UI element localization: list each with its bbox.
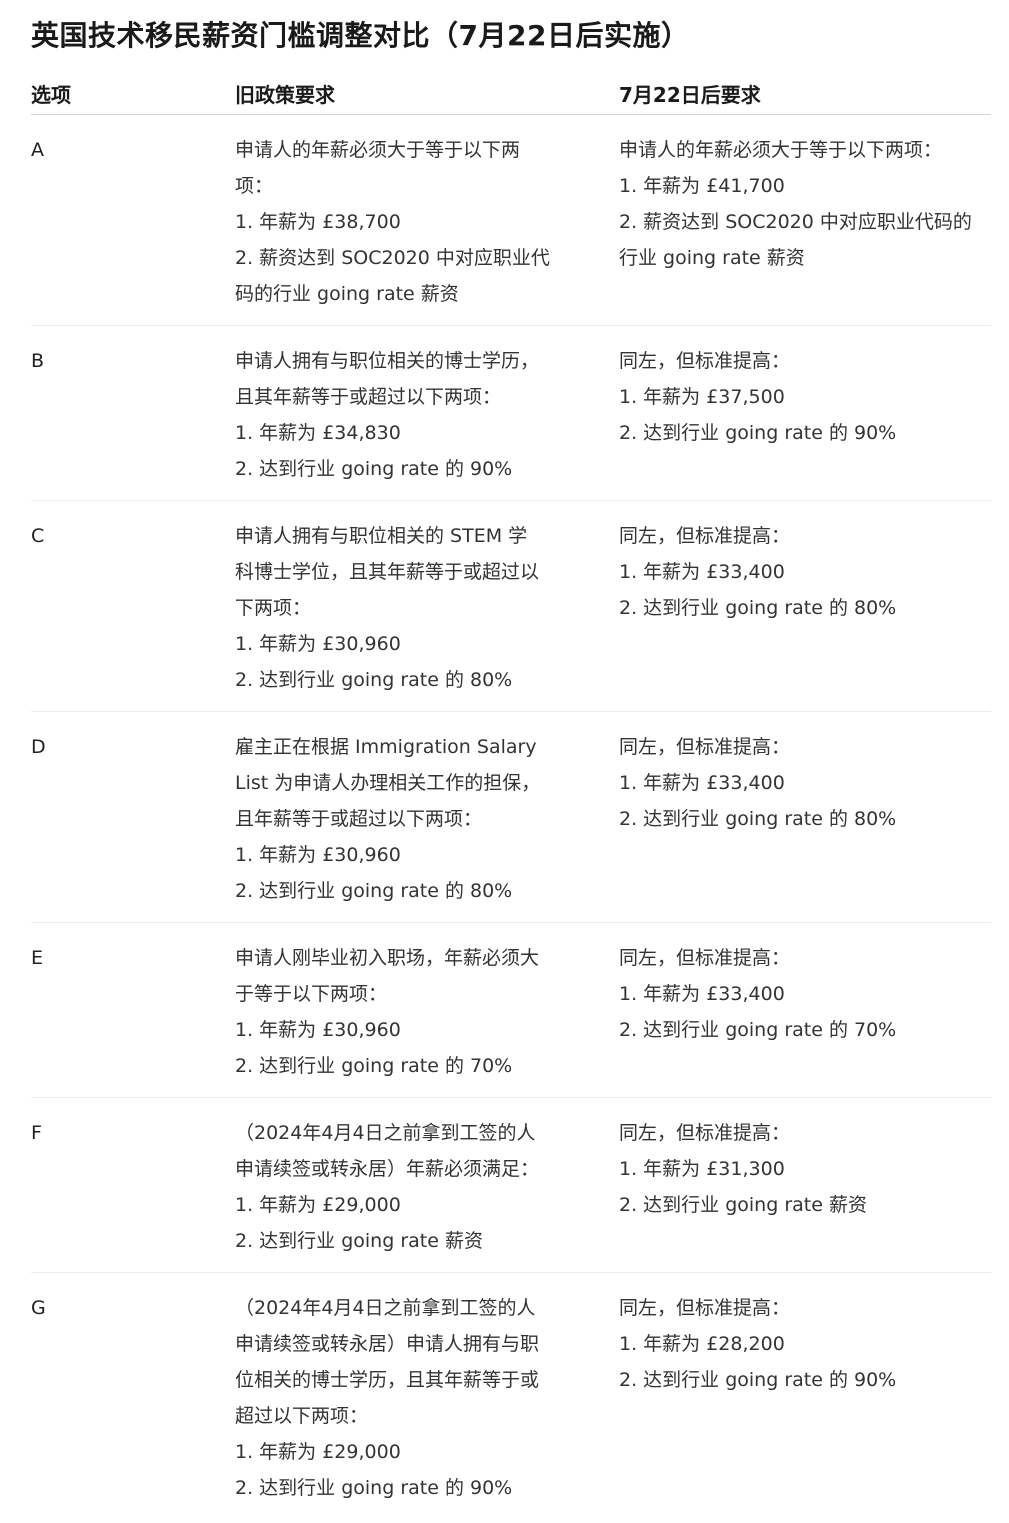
cell-text-line: 2. 薪资达到 SOC2020 中对应职业代码的 [619, 211, 972, 233]
cell-text-line: 2. 达到行业 going rate 的 80% [235, 880, 513, 902]
option-cell: F [31, 1097, 235, 1273]
cell-text-line: 同左，但标准提高： [619, 350, 791, 372]
old-policy-cell: 申请人的年薪必须大于等于以下两 项： 1. 年薪为 £38,700 2. 薪资达到 S… [235, 114, 619, 326]
header-option: 选项 [31, 76, 235, 115]
cell-text-line: 申请人拥有与职位相关的 STEM 学 [235, 525, 528, 547]
cell-text-line: 2. 达到行业 going rate 的 80% [235, 669, 513, 691]
cell-text-line: 2. 达到行业 going rate 的 90% [235, 458, 513, 480]
cell-text-line: 申请人的年薪必须大于等于以下两 [235, 139, 521, 161]
cell-text-line: 同左，但标准提高： [619, 525, 791, 547]
cell-text-line: 下两项： [235, 597, 312, 619]
cell-text-line: 申请续签或转永居）申请人拥有与职 [235, 1333, 540, 1355]
cell-text-line: 同左，但标准提高： [619, 947, 791, 969]
cell-text-line: List 为申请人办理相关工作的担保， [235, 772, 541, 794]
old-policy-cell: （2024年4月4日之前拿到工签的人 申请续签或转永居）申请人拥有与职 位相关的博士… [235, 1273, 619, 1520]
new-policy-cell: 同左，但标准提高： 1. 年薪为 £31,300 2. 达到行业 going rat… [619, 1097, 991, 1273]
cell-text-line: 1. 年薪为 £29,000 [235, 1441, 401, 1463]
cell-text-line: 位相关的博士学历，且其年薪等于或 [235, 1369, 540, 1391]
cell-text-line: （2024年4月4日之前拿到工签的人 [235, 1297, 536, 1319]
cell-text-line: 申请人的年薪必须大于等于以下两项： [619, 139, 943, 161]
cell-text-line: 1. 年薪为 £34,830 [235, 422, 401, 444]
new-policy-cell: 同左，但标准提高： 1. 年薪为 £28,200 2. 达到行业 going rat… [619, 1273, 991, 1520]
cell-text-line: 1. 年薪为 £33,400 [619, 983, 785, 1005]
cell-text-line: 1. 年薪为 £38,700 [235, 211, 401, 233]
new-policy-cell: 同左，但标准提高： 1. 年薪为 £33,400 2. 达到行业 going rat… [619, 922, 991, 1098]
header-new-policy: 7月22日后要求 [619, 76, 991, 115]
comparison-table: 选项 旧政策要求 7月22日后要求 A 申请人的年薪必须大于等于以下两 项： 1. 年… [31, 76, 991, 1519]
cell-text-line: 申请续签或转永居）年薪必须满足： [235, 1158, 540, 1180]
cell-text-line: 项： [235, 175, 274, 197]
cell-text-line: 2. 达到行业 going rate 的 90% [235, 1477, 513, 1499]
cell-text-line: 2. 达到行业 going rate 的 90% [619, 422, 897, 444]
table-row: G （2024年4月4日之前拿到工签的人 申请续签或转永居）申请人拥有与职 位相关的博… [31, 1273, 991, 1520]
cell-text-line: 且年薪等于或超过以下两项： [235, 808, 483, 830]
cell-text-line: 申请人拥有与职位相关的博士学历， [235, 350, 540, 372]
header-old-policy: 旧政策要求 [235, 76, 619, 115]
cell-text-line: 码的行业 going rate 薪资 [235, 283, 459, 305]
cell-text-line: 2. 薪资达到 SOC2020 中对应职业代 [235, 247, 550, 269]
table-row: D 雇主正在根据 Immigration Salary List 为申请人办理相关工… [31, 711, 991, 923]
cell-text-line: 1. 年薪为 £29,000 [235, 1194, 401, 1216]
table-body: A 申请人的年薪必须大于等于以下两 项： 1. 年薪为 £38,700 2. 薪资达到 … [31, 114, 991, 1520]
new-policy-cell: 申请人的年薪必须大于等于以下两项： 1. 年薪为 £41,700 2. 薪资达到 S… [619, 114, 991, 326]
cell-text-line: 且其年薪等于或超过以下两项： [235, 386, 502, 408]
cell-text-line: 科博士学位，且其年薪等于或超过以 [235, 561, 540, 583]
cell-text-line: 1. 年薪为 £30,960 [235, 844, 401, 866]
cell-text-line: 2. 达到行业 going rate 的 70% [235, 1055, 513, 1077]
page-title: 英国技术移民薪资门槛调整对比（7月22日后实施） [31, 19, 690, 52]
cell-text-line: 于等于以下两项： [235, 983, 388, 1005]
cell-text-line: 申请人刚毕业初入职场，年薪必须大 [235, 947, 540, 969]
old-policy-cell: （2024年4月4日之前拿到工签的人 申请续签或转永居）年薪必须满足： 1. 年薪为… [235, 1097, 619, 1273]
table-row: E 申请人刚毕业初入职场，年薪必须大 于等于以下两项： 1. 年薪为 £30,960 2… [31, 922, 991, 1098]
old-policy-cell: 申请人拥有与职位相关的 STEM 学科博士学位，且其年薪等于或超过以 下两项： 1.… [235, 500, 619, 712]
cell-text-line: 同左，但标准提高： [619, 1297, 791, 1319]
option-cell: C [31, 500, 235, 712]
cell-text-line: 同左，但标准提高： [619, 1122, 791, 1144]
cell-text-line: 2. 达到行业 going rate 薪资 [619, 1194, 867, 1216]
cell-text-line: 行业 going rate 薪资 [619, 247, 805, 269]
cell-text-line: （2024年4月4日之前拿到工签的人 [235, 1122, 536, 1144]
old-policy-cell: 雇主正在根据 Immigration Salary List 为申请人办理相关工作… [235, 711, 619, 923]
cell-text-line: 1. 年薪为 £37,500 [619, 386, 785, 408]
cell-text-line: 1. 年薪为 £30,960 [235, 1019, 401, 1041]
old-policy-cell: 申请人刚毕业初入职场，年薪必须大 于等于以下两项： 1. 年薪为 £30,960 2.… [235, 922, 619, 1098]
new-policy-cell: 同左，但标准提高： 1. 年薪为 £37,500 2. 达到行业 going rat… [619, 325, 991, 501]
option-cell: A [31, 114, 235, 326]
option-cell: E [31, 922, 235, 1098]
table-row: A 申请人的年薪必须大于等于以下两 项： 1. 年薪为 £38,700 2. 薪资达到 … [31, 114, 991, 326]
cell-text-line: 2. 达到行业 going rate 的 90% [619, 1369, 897, 1391]
table-row: F （2024年4月4日之前拿到工签的人 申请续签或转永居）年薪必须满足： 1. 年薪… [31, 1097, 991, 1273]
option-cell: D [31, 711, 235, 923]
cell-text-line: 2. 达到行业 going rate 薪资 [235, 1230, 483, 1252]
cell-text-line: 1. 年薪为 £30,960 [235, 633, 401, 655]
new-policy-cell: 同左，但标准提高： 1. 年薪为 £33,400 2. 达到行业 going rat… [619, 711, 991, 923]
cell-text-line: 1. 年薪为 £31,300 [619, 1158, 785, 1180]
cell-text-line: 1. 年薪为 £33,400 [619, 772, 785, 794]
cell-text-line: 同左，但标准提高： [619, 736, 791, 758]
cell-text-line: 超过以下两项： [235, 1405, 369, 1427]
cell-text-line: 2. 达到行业 going rate 的 80% [619, 597, 897, 619]
cell-text-line: 2. 达到行业 going rate 的 70% [619, 1019, 897, 1041]
old-policy-cell: 申请人拥有与职位相关的博士学历， 且其年薪等于或超过以下两项： 1. 年薪为 £34… [235, 325, 619, 501]
table-header-row: 选项 旧政策要求 7月22日后要求 [31, 76, 991, 115]
table-row: C 申请人拥有与职位相关的 STEM 学科博士学位，且其年薪等于或超过以 下两项： 1… [31, 500, 991, 712]
cell-text-line: 1. 年薪为 £41,700 [619, 175, 785, 197]
cell-text-line: 1. 年薪为 £33,400 [619, 561, 785, 583]
option-cell: B [31, 325, 235, 501]
cell-text-line: 2. 达到行业 going rate 的 80% [619, 808, 897, 830]
cell-text-line: 1. 年薪为 £28,200 [619, 1333, 785, 1355]
table-row: B 申请人拥有与职位相关的博士学历， 且其年薪等于或超过以下两项： 1. 年薪为 £3… [31, 325, 991, 501]
option-cell: G [31, 1297, 46, 1319]
cell-text-line: 雇主正在根据 Immigration Salary [235, 736, 537, 758]
new-policy-cell: 同左，但标准提高： 1. 年薪为 £33,400 2. 达到行业 going rat… [619, 500, 991, 712]
